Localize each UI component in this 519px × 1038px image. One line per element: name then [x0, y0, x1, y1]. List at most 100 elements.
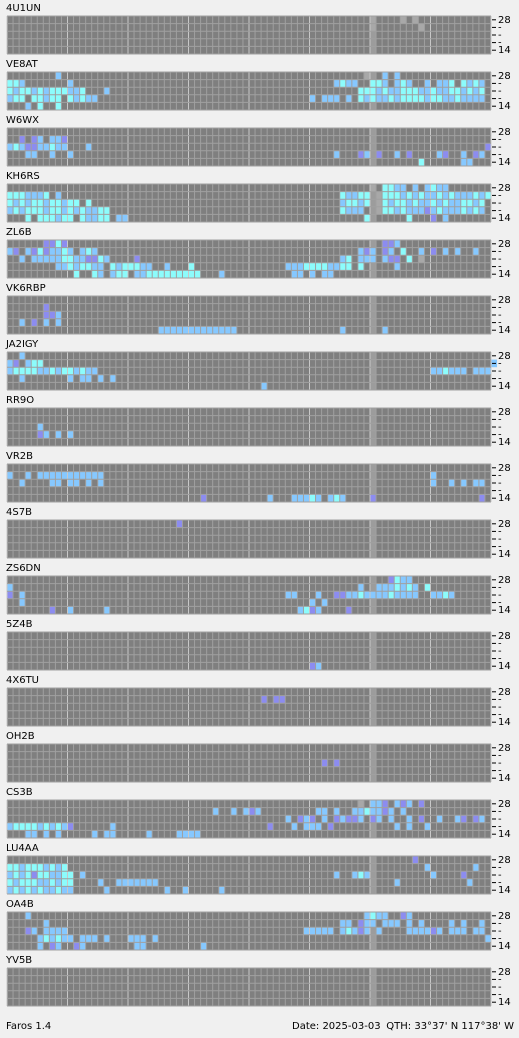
cell: [49, 87, 56, 95]
band-label: 14: [498, 885, 511, 896]
cell: [382, 94, 389, 103]
cell: [442, 367, 449, 375]
cell: [7, 863, 14, 872]
cell: [267, 822, 274, 831]
cell: [49, 255, 56, 263]
cell: [43, 191, 50, 200]
cell: [25, 871, 32, 879]
cell: [19, 871, 26, 879]
cell: [357, 815, 364, 823]
cell: [97, 262, 104, 271]
band-label: -: [498, 206, 502, 217]
cell: [13, 367, 20, 375]
cell: [430, 94, 437, 103]
cell: [394, 191, 401, 200]
cell: [31, 830, 38, 838]
cell: [25, 87, 32, 95]
cell: [103, 830, 110, 838]
cell: [376, 206, 383, 215]
cell: [67, 822, 74, 831]
cell: [478, 191, 485, 200]
cell: [333, 871, 340, 879]
band-label: -: [498, 814, 502, 825]
cell: [436, 206, 443, 215]
cell: [91, 934, 98, 943]
band-label: -: [498, 862, 502, 873]
cell: [400, 16, 407, 24]
band-label: -: [498, 190, 502, 201]
band-label: 28: [498, 407, 511, 418]
date: Date: 2025-03-03: [292, 1021, 381, 1032]
station-name: JA2IGY: [5, 339, 39, 350]
cell: [327, 94, 334, 103]
cell: [182, 886, 189, 894]
band-label: -: [498, 318, 502, 329]
cell: [115, 878, 122, 887]
cell: [321, 262, 328, 271]
cell: [140, 270, 147, 278]
cell: [315, 606, 322, 614]
band-label: -: [498, 806, 502, 817]
cell: [43, 863, 50, 872]
cell: [43, 822, 50, 831]
cell: [388, 255, 395, 263]
cell: [297, 270, 304, 278]
now-column: [370, 968, 377, 1006]
band-label: -: [498, 646, 502, 657]
cell: [394, 255, 401, 263]
cell: [406, 919, 413, 928]
cell: [388, 919, 395, 928]
cell: [85, 374, 92, 383]
cell: [315, 807, 322, 816]
cell: [37, 871, 44, 879]
band-label: 14: [498, 101, 511, 112]
cell: [466, 199, 473, 207]
cell: [134, 262, 141, 271]
station-name: ZS6DN: [6, 563, 41, 574]
band-label: 14: [498, 269, 511, 280]
cell: [424, 583, 431, 592]
cell: [418, 87, 425, 95]
cell: [460, 158, 467, 166]
band-label: -: [498, 22, 502, 33]
cell: [61, 199, 68, 207]
cell: [25, 214, 32, 222]
cell: [406, 255, 413, 263]
cell: [382, 79, 389, 88]
cell: [309, 270, 316, 278]
band-label: 28: [498, 743, 511, 754]
now-column: [370, 352, 377, 390]
cell: [85, 471, 92, 480]
cell: [7, 359, 14, 368]
cell: [273, 695, 280, 704]
cell: [55, 87, 62, 95]
cell: [412, 591, 419, 599]
cell: [25, 102, 32, 110]
cell: [19, 352, 26, 360]
cell: [140, 934, 147, 943]
cell: [460, 206, 467, 215]
cell: [376, 591, 383, 599]
cell: [200, 326, 207, 334]
cell: [478, 150, 485, 159]
cell: [472, 367, 479, 375]
cell: [460, 87, 467, 95]
cell: [400, 94, 407, 103]
band-label: -: [498, 822, 502, 833]
cell: [484, 367, 491, 375]
band-label: 28: [498, 463, 511, 474]
cell: [49, 878, 56, 887]
station-name: 4S7B: [6, 507, 32, 518]
cell: [37, 94, 44, 103]
cell: [55, 878, 62, 887]
cell: [388, 807, 395, 816]
cell: [7, 206, 14, 215]
cell: [430, 871, 437, 879]
cell: [25, 247, 32, 256]
cell: [91, 206, 98, 215]
cell: [67, 878, 74, 887]
cell: [442, 79, 449, 88]
cell: [351, 199, 358, 207]
band-label: 14: [498, 213, 511, 224]
